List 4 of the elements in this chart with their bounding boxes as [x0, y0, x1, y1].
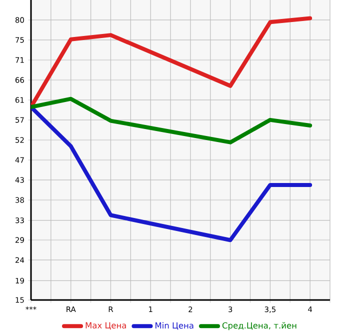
legend-label: Min Цена: [156, 322, 194, 330]
legend-label: Сред.Цена, т.йен: [222, 322, 296, 330]
legend-label: Max Цена: [86, 322, 126, 330]
line-series: [31, 96, 312, 144]
